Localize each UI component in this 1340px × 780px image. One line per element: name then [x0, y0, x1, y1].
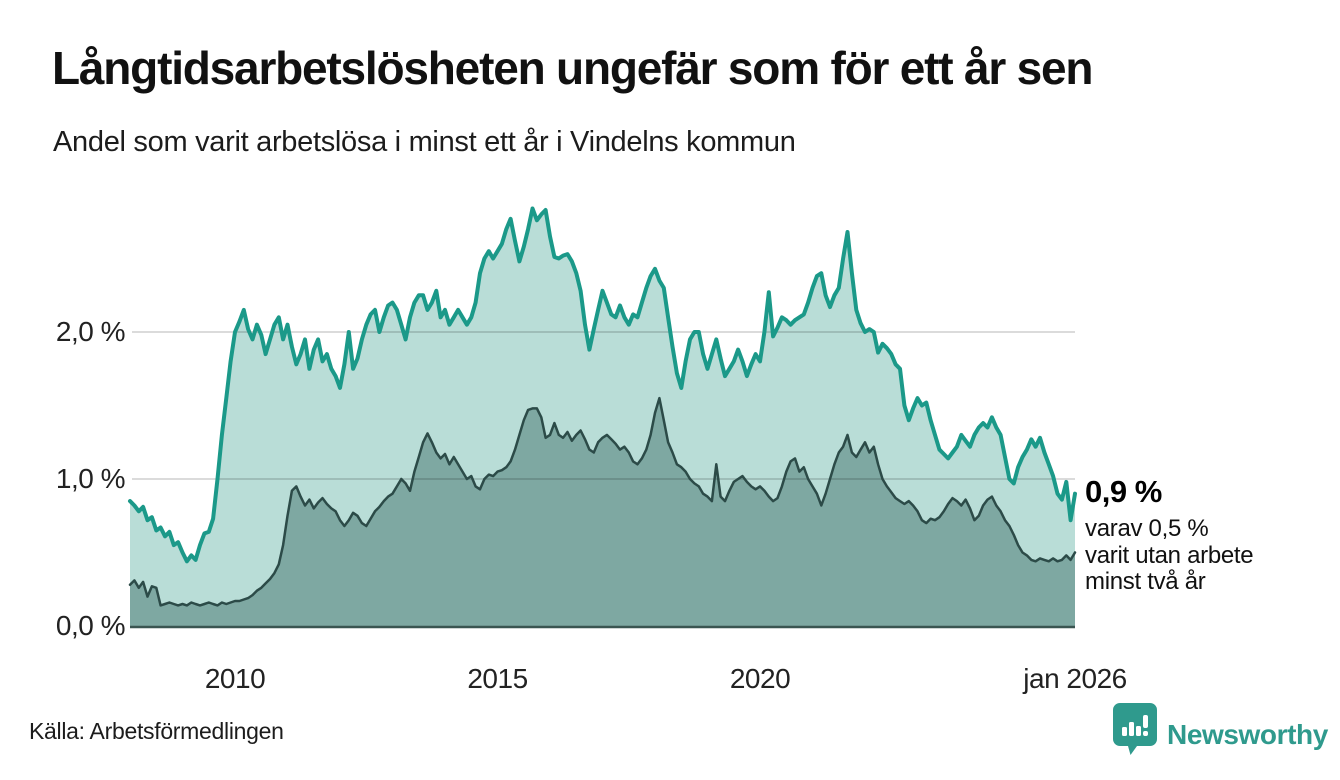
y-axis-label-0: 0,0 %	[55, 610, 126, 641]
x-axis-label-2010: 2010	[204, 663, 266, 694]
line-min-one-year	[128, 206, 1077, 564]
x-axis-label-jan-2026: jan 2026	[1023, 663, 1127, 694]
page-title: Långtidsarbetslösheten ungefär som för e…	[52, 42, 1094, 94]
page-subtitle: Andel som varit arbetslösa i minst ett å…	[53, 126, 796, 158]
x-axis-label-2020: 2020	[729, 663, 791, 694]
end-value-annotation-note: varav 0,5 % varit utan arbete minst två …	[1085, 515, 1254, 596]
line-min-two-years	[128, 396, 1077, 607]
annotation-line-3: minst två år	[1085, 568, 1206, 595]
end-value-annotation: 0,9 %	[1085, 474, 1162, 509]
x-axis-label-2015: 2015	[467, 663, 528, 694]
newsworthy-logo-icon	[1112, 702, 1158, 761]
annotation-line-1: varav 0,5 %	[1085, 515, 1209, 542]
source-note: Källa: Arbetsförmedlingen	[29, 718, 284, 744]
newsworthy-wordmark: Newsworthy	[1167, 718, 1328, 750]
y-axis-label-1: 1,0 %	[55, 463, 126, 494]
annotation-line-2: varit utan arbete	[1085, 541, 1254, 569]
y-axis-label-2: 2,0 %	[55, 316, 126, 347]
newsworthy-logo: Newsworthy	[1112, 702, 1328, 761]
